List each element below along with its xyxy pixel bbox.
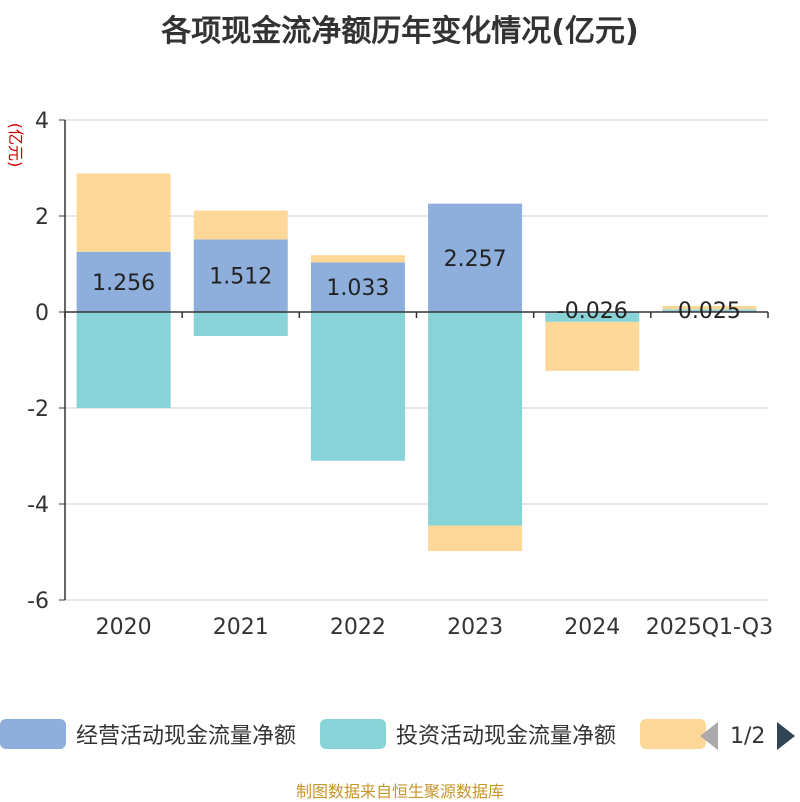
bar-2022-series-1 <box>310 312 405 461</box>
chart-plot: 4 2 0 -2 -4 -6 (亿元) 1.256 1.512 1.033 2.257 -0.026 0… <box>6 109 773 640</box>
legend: 经营活动现金流量净额 投资活动现金流量净额 <box>0 716 800 756</box>
legend-label-operating: 经营活动现金流量净额 <box>76 724 297 749</box>
bar-2024-series-1 <box>545 313 640 322</box>
bar-2023-series-1 <box>428 312 523 526</box>
legend-swatch-investing <box>320 719 386 749</box>
y-tick-label: 2 <box>35 205 49 230</box>
legend-page-indicator: 1/2 <box>730 723 766 749</box>
data-label-2020: 1.256 <box>92 271 155 296</box>
x-tick-label: 2022 <box>330 615 386 640</box>
legend-pager: 1/2 <box>700 718 796 754</box>
bar-2025Q1-Q3-series-1 <box>662 309 757 311</box>
data-label-2025Q1-Q3: 0.025 <box>678 299 741 324</box>
data-label-2022: 1.033 <box>326 276 389 301</box>
bar-2020-series-0 <box>76 251 171 312</box>
data-label-2021: 1.512 <box>209 265 272 290</box>
next-page-icon[interactable] <box>777 722 796 750</box>
y-tick-label: -6 <box>27 589 49 614</box>
y-tick-label: -2 <box>27 397 49 422</box>
bar-2021-series-1 <box>193 312 288 336</box>
source-footer: 制图数据来自恒生聚源数据库 <box>295 782 504 801</box>
bar-2023-series-2 <box>428 525 523 552</box>
bar-2020-series-1 <box>76 312 171 408</box>
bar-2020-series-2 <box>76 173 171 252</box>
legend-item-financing[interactable] <box>640 716 716 752</box>
bar-2023-series-0 <box>428 203 523 312</box>
prev-page-icon[interactable] <box>700 722 718 750</box>
legend-label-investing: 投资活动现金流量净额 <box>396 724 617 749</box>
x-tick-label: 2023 <box>447 615 503 640</box>
chart-title: 各项现金流净额历年变化情况(亿元) <box>161 14 639 49</box>
data-label-2023: 2.257 <box>444 247 507 272</box>
y-tick-label: 4 <box>35 109 49 134</box>
bar-2024-series-2 <box>545 321 640 371</box>
bar-2021-series-0 <box>193 239 288 312</box>
y-axis-label: (亿元) <box>6 123 25 168</box>
y-tick-label: -4 <box>27 493 49 518</box>
y-tick-label: 0 <box>35 301 49 326</box>
bar-2021-series-2 <box>193 210 288 240</box>
bar-2025Q1-Q3-series-2 <box>662 306 757 310</box>
legend-item-operating[interactable]: 经营活动现金流量净额 <box>0 716 296 752</box>
legend-item-investing[interactable]: 投资活动现金流量净额 <box>320 716 616 752</box>
x-tick-label: 2024 <box>564 615 620 640</box>
legend-swatch-financing <box>640 719 706 749</box>
x-tick-label: 2025Q1-Q3 <box>646 615 773 640</box>
data-label-2024: -0.026 <box>557 299 628 324</box>
bar-2022-series-2 <box>310 255 405 263</box>
x-tick-label: 2020 <box>96 615 152 640</box>
legend-swatch-operating <box>0 719 66 749</box>
x-tick-label: 2021 <box>213 615 269 640</box>
bar-2022-series-0 <box>310 262 405 312</box>
